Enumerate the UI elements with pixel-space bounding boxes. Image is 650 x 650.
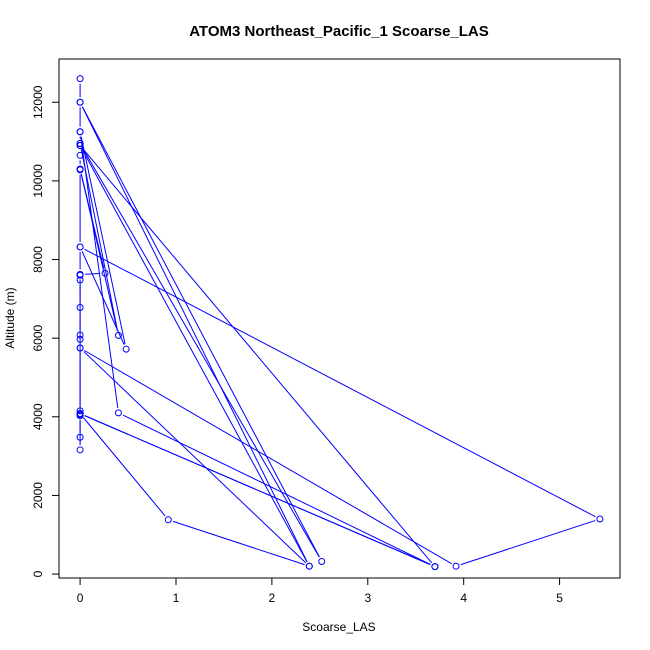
y-tick-label: 8000: [31, 246, 45, 273]
data-point: [452, 562, 460, 570]
x-axis: 0 1 2 3 4 5: [77, 577, 563, 605]
series-segment: [84, 415, 431, 566]
series-segment: [82, 149, 308, 563]
data-point: [76, 140, 84, 148]
data-point: [76, 142, 84, 149]
series-segment: [172, 520, 305, 566]
data-point: [76, 407, 84, 415]
x-tick-label: 5: [556, 591, 563, 605]
series-segment: [80, 173, 118, 331]
data-point: [596, 515, 604, 523]
x-axis-label: Scoarse_LAS: [302, 620, 375, 634]
plot-frame: [58, 58, 621, 579]
series-segment: [83, 351, 307, 564]
chart-title: ATOM3 Northeast_Pacific_1 Scoarse_LAS: [189, 23, 489, 40]
series-segment: [81, 106, 320, 558]
y-axis: 0 2000 4000 6000 8000 10000 12000: [31, 85, 60, 577]
y-tick-label: 2000: [31, 482, 45, 509]
y-tick-label: 10000: [31, 164, 45, 198]
data-point: [76, 433, 84, 441]
data-point: [76, 335, 84, 343]
series-segment: [82, 417, 166, 517]
x-tick-label: 3: [364, 591, 371, 605]
y-axis-label: Altitude (m): [3, 287, 17, 348]
series-segment: [80, 148, 118, 331]
data-point: [76, 446, 84, 454]
data-point: [122, 345, 130, 353]
data-point: [318, 557, 326, 565]
series-segment: [80, 136, 119, 408]
data-point: [76, 303, 84, 311]
series-segment: [84, 350, 452, 565]
series-segment: [460, 520, 596, 566]
x-tick-label: 0: [77, 591, 84, 605]
data-point: [114, 331, 122, 339]
y-tick-label: 4000: [31, 403, 45, 430]
series-layer: [76, 75, 604, 571]
series-segment: [80, 136, 126, 345]
data-point: [101, 269, 109, 277]
data-point: [431, 563, 439, 571]
data-point: [76, 344, 84, 352]
data-point: [76, 151, 84, 159]
data-point: [76, 331, 84, 339]
data-point: [76, 98, 84, 106]
data-point: [76, 270, 84, 278]
y-tick-label: 0: [31, 570, 45, 577]
series-segment: [122, 414, 431, 565]
data-point: [76, 128, 84, 136]
data-point: [164, 516, 172, 524]
data-point: [76, 410, 84, 418]
x-tick-label: 4: [460, 591, 467, 605]
data-point: [76, 165, 84, 173]
x-tick-label: 1: [173, 591, 180, 605]
x-tick-label: 2: [269, 591, 276, 605]
data-point: [76, 75, 84, 83]
series-segment: [84, 248, 596, 518]
data-point: [76, 243, 84, 251]
y-tick-label: 6000: [31, 324, 45, 351]
series-segment: [82, 149, 433, 564]
y-tick-label: 12000: [31, 85, 45, 119]
data-point: [114, 409, 122, 417]
series-segment: [82, 147, 320, 558]
data-point: [305, 562, 313, 570]
